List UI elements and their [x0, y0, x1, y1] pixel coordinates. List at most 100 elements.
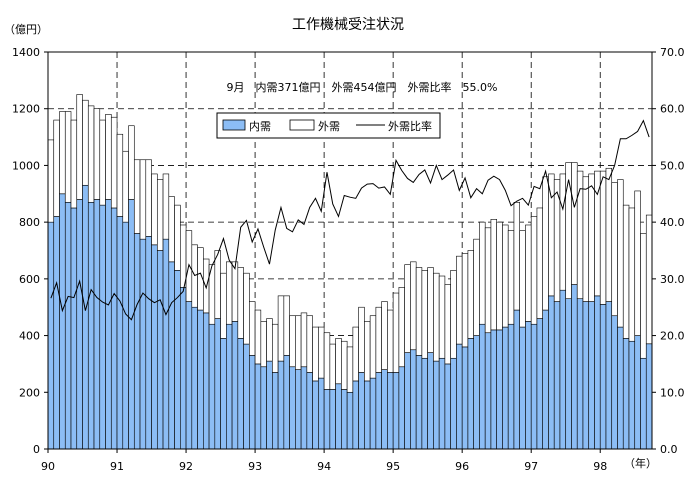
bar-domestic-1990-11 [105, 199, 112, 450]
bar-external-1998-09 [645, 214, 653, 345]
bar-domestic-1990-01 [47, 221, 55, 450]
bar-domestic-1995-05 [415, 355, 423, 450]
bar-domestic-1993-11 [312, 380, 319, 450]
bar-domestic-1998-02 [605, 301, 613, 450]
bar-external-1991-04 [133, 159, 141, 234]
bar-external-1998-07 [634, 190, 641, 336]
x-tick-label: 97 [524, 460, 538, 473]
axes: 0 200 400 600 800 1000 1200 1400 0.0 10.0 20.0 30.0… [12, 46, 685, 473]
y2-tick-label: 70.0 [660, 46, 685, 59]
latest-month-annotation: 9月 内需371億円 外需454億円 外需比率 55.0% [227, 80, 498, 94]
bar-external-1992-11 [243, 272, 250, 345]
bar-external-1990-01 [47, 139, 55, 223]
y-axis-unit-label: （億円） [4, 23, 48, 36]
bar-external-1996-04 [479, 221, 486, 325]
bar-domestic-1992-10 [237, 338, 244, 450]
bar-external-1997-12 [594, 170, 601, 297]
bar-external-1997-07 [565, 162, 572, 299]
bar-domestic-1994-04 [341, 389, 348, 450]
bar-domestic-1994-11 [381, 369, 388, 450]
bar-domestic-1996-10 [513, 309, 520, 450]
bar-domestic-1991-03 [128, 199, 135, 450]
bar-external-1993-03 [266, 318, 273, 362]
bar-domestic-1995-02 [398, 366, 405, 450]
bar-external-1993-07 [289, 315, 296, 368]
bar-domestic-1997-07 [565, 298, 572, 450]
bar-domestic-1996-06 [490, 329, 497, 450]
bar-domestic-1991-09 [162, 238, 170, 450]
bar-domestic-1998-05 [622, 338, 630, 450]
bar-domestic-1993-08 [295, 369, 302, 450]
bar-domestic-1993-12 [318, 377, 325, 450]
bar-external-1993-02 [260, 321, 267, 368]
bar-domestic-1997-04 [548, 295, 555, 450]
bar-domestic-1992-12 [249, 355, 256, 450]
bar-external-1994-03 [335, 338, 342, 385]
bar-domestic-1998-09 [645, 343, 653, 450]
bar-external-1997-10 [582, 176, 590, 302]
bar-external-1993-09 [300, 312, 308, 368]
bar-domestic-1996-03 [473, 335, 480, 450]
bar-domestic-1997-01 [530, 323, 538, 450]
bar-external-1995-01 [392, 292, 400, 373]
bar-external-1995-02 [398, 287, 405, 368]
bar-external-1996-03 [473, 238, 480, 336]
bar-external-1995-10 [444, 284, 451, 365]
bar-external-1993-06 [283, 295, 290, 356]
bar-domestic-1994-08 [364, 380, 371, 450]
bar-domestic-1990-02 [53, 216, 60, 450]
bar-external-1998-03 [611, 182, 618, 317]
x-tick-label: 91 [110, 460, 124, 473]
bar-domestic-1996-11 [519, 326, 526, 450]
bar-external-1998-04 [617, 179, 624, 328]
bar-external-1994-05 [346, 346, 354, 393]
bar-external-1992-10 [237, 267, 244, 339]
bar-external-1991-11 [174, 204, 181, 271]
legend-swatch-external [289, 119, 315, 131]
y2-tick-label: 60.0 [660, 103, 685, 116]
bar-external-1994-10 [375, 306, 382, 373]
bar-domestic-1995-04 [410, 349, 417, 450]
bar-domestic-1995-12 [456, 343, 463, 450]
x-tick-label: 94 [317, 460, 331, 473]
bar-domestic-1991-06 [145, 236, 152, 450]
bar-domestic-1993-04 [272, 372, 279, 450]
bar-domestic-1995-07 [427, 352, 434, 450]
bar-domestic-1993-10 [306, 372, 313, 450]
x-tick-label: 96 [455, 460, 469, 473]
y-tick-label: 200 [19, 386, 40, 399]
x-tick-label: 95 [386, 460, 400, 473]
bar-domestic-1992-03 [197, 309, 204, 450]
bar-external-1990-04 [64, 111, 72, 203]
bar-external-1992-12 [249, 301, 256, 356]
bar-domestic-1996-12 [525, 321, 532, 450]
bar-domestic-1998-04 [617, 326, 624, 450]
bar-domestic-1991-01 [116, 216, 124, 450]
y2-tick-label: 30.0 [660, 273, 685, 286]
bar-external-1997-01 [530, 216, 538, 325]
y2-tick-label: 20.0 [660, 330, 685, 343]
bar-external-1995-08 [433, 272, 440, 362]
bar-external-1996-09 [507, 230, 515, 325]
bar-domestic-1995-11 [450, 357, 457, 450]
bar-external-1994-06 [352, 326, 359, 382]
bar-external-1991-02 [122, 150, 129, 223]
bar-domestic-1994-07 [358, 372, 365, 450]
bar-domestic-1995-01 [392, 372, 400, 450]
bar-domestic-1997-09 [576, 298, 584, 450]
bar-domestic-1990-03 [59, 193, 66, 450]
bar-domestic-1994-01 [323, 389, 331, 450]
bar-external-1993-11 [312, 326, 319, 382]
bar-external-1997-03 [542, 176, 549, 311]
bar-domestic-1992-06 [214, 318, 221, 450]
series-line-external-ratio [50, 119, 650, 321]
bar-external-1997-06 [559, 173, 567, 291]
bar-external-1992-09 [231, 261, 239, 322]
bar-external-1993-08 [295, 315, 302, 370]
bar-domestic-1997-11 [588, 301, 595, 450]
bar-external-1990-08 [87, 105, 95, 203]
bar-domestic-1997-10 [582, 301, 590, 450]
bar-external-1992-07 [220, 272, 227, 339]
bar-external-1992-02 [191, 244, 198, 308]
